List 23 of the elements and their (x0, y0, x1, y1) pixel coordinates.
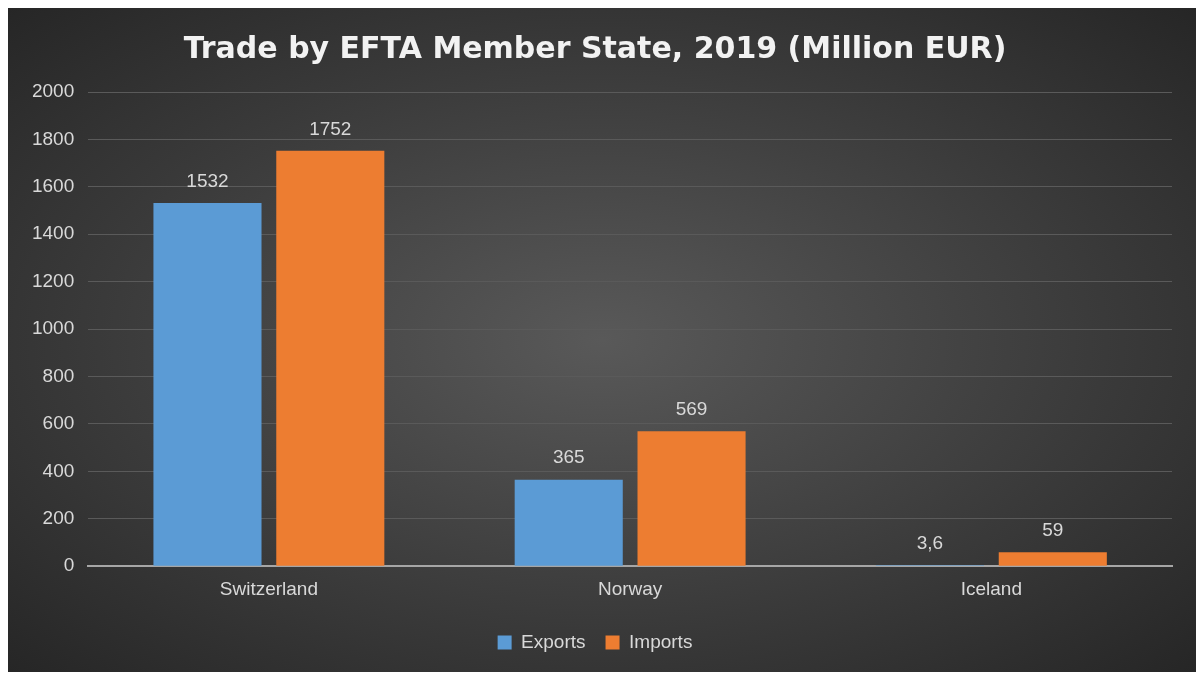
y-tick-label: 1000 (31, 317, 75, 339)
chart-title: Trade by EFTA Member State, 2019 (Million EUR) (183, 29, 1007, 65)
data-label: 1752 (309, 117, 352, 139)
y-tick-label: 400 (42, 459, 75, 481)
data-label: 365 (552, 446, 585, 468)
x-tick-label: Iceland (960, 577, 1023, 599)
y-tick-label: 1200 (31, 269, 75, 291)
y-tick-label: 0 (63, 554, 75, 576)
y-tick-label: 600 (42, 412, 75, 434)
legend-label: Imports (629, 630, 693, 652)
y-tick-label: 1600 (31, 175, 75, 197)
y-tick-label: 1400 (31, 222, 75, 244)
y-tick-label: 2000 (31, 80, 75, 102)
y-tick-label: 1800 (31, 127, 75, 149)
x-tick-label: Switzerland (219, 577, 318, 599)
x-tick-label: Norway (597, 577, 663, 599)
y-tick-label: 200 (42, 507, 75, 529)
data-label: 3,6 (916, 532, 944, 554)
data-label: 569 (675, 398, 708, 420)
legend-label: Exports (521, 630, 586, 652)
data-label: 1532 (186, 169, 229, 191)
y-tick-label: 800 (42, 364, 75, 386)
data-label: 59 (1042, 518, 1064, 540)
